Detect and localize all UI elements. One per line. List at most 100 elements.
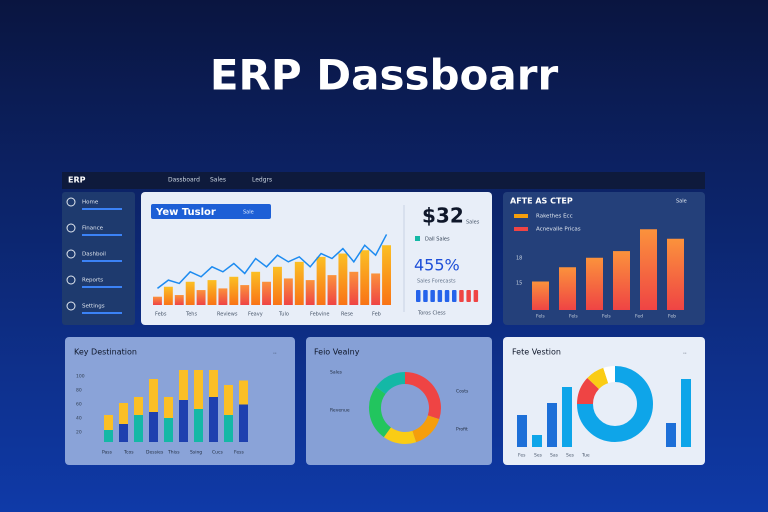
page-title: ERP Dassboarr [210, 51, 559, 100]
nav-item[interactable]: Dassboard [168, 177, 200, 184]
donut-segment [587, 367, 609, 390]
bar [382, 245, 391, 305]
x-label: Pass [102, 450, 113, 456]
x-label: Ses [534, 453, 543, 459]
bar [338, 253, 348, 305]
bar-segment [164, 397, 173, 418]
bar-segment [209, 370, 218, 397]
x-label: Tulo [278, 312, 289, 318]
bar [666, 423, 676, 447]
mini-bar [444, 290, 450, 302]
mini-bar [466, 290, 471, 302]
bar-segment [239, 404, 248, 442]
variety-panel [306, 337, 492, 465]
donut-segment [577, 366, 653, 442]
bar [532, 281, 549, 310]
bar [283, 278, 293, 305]
bar-segment [194, 409, 203, 442]
bar [613, 251, 630, 310]
panel-title: Fete Vestion [512, 348, 561, 357]
y-label: 18 [516, 256, 522, 262]
bar [562, 387, 572, 447]
donut-segment [577, 377, 600, 405]
bar-segment [194, 370, 203, 409]
x-label: Feavy [248, 312, 263, 318]
panel-button[interactable] [151, 204, 271, 219]
panel-menu[interactable]: .. [273, 349, 277, 356]
footer-note: Toros Cless [417, 311, 446, 317]
donut-segment [375, 372, 406, 395]
sidebar-icon [66, 223, 76, 233]
nav-item[interactable]: Sales [210, 177, 226, 184]
x-label: Fes [518, 453, 526, 459]
donut-label: Costs [456, 389, 469, 395]
bar [327, 275, 337, 305]
bar [174, 295, 184, 305]
bar [262, 281, 271, 305]
y-label: 15 [516, 281, 522, 287]
mini-bar [452, 290, 457, 302]
bar-segment [179, 370, 188, 400]
x-label: Fels [602, 314, 611, 320]
bar [196, 290, 206, 305]
x-label: Rese [341, 312, 353, 318]
x-label: Fess [234, 450, 244, 456]
x-label: Thiss [167, 450, 180, 456]
bar-segment [134, 415, 143, 442]
bar [185, 281, 195, 305]
x-label: Febs [155, 312, 167, 318]
legend-label: Rakethes Ecc [536, 214, 573, 220]
bar [640, 229, 657, 310]
sidebar-bar [82, 260, 122, 262]
donut-segment [404, 372, 441, 420]
bar-segment [224, 385, 233, 415]
sidebar-item[interactable]: Finance [82, 226, 104, 232]
mini-bar [473, 290, 479, 302]
x-label: Tcos [123, 450, 134, 456]
x-label: Dessies [146, 450, 164, 456]
nav-item[interactable]: Ledgrs [252, 177, 272, 184]
bar-segment [104, 430, 113, 442]
y-label: 40 [76, 416, 82, 422]
bar [251, 271, 261, 305]
top-bar [62, 172, 705, 189]
trend-line [157, 234, 388, 289]
x-label: Reviews [217, 312, 238, 318]
x-label: Cucs [212, 450, 223, 456]
legend-swatch [415, 236, 420, 241]
legend-swatch [514, 227, 528, 231]
x-label: Febvine [310, 312, 329, 318]
y-label: 100 [76, 374, 85, 380]
bar-segment [224, 415, 233, 442]
bar [153, 296, 162, 305]
x-label: Tue [581, 453, 590, 459]
bar-segment [209, 397, 218, 442]
sidebar-icon [66, 249, 76, 259]
sidebar-item[interactable]: Home [82, 200, 99, 206]
bar-segment [104, 415, 113, 430]
mini-bar [459, 290, 464, 302]
donut-segment [412, 415, 440, 443]
panel-menu[interactable]: Sale [676, 199, 687, 205]
sidebar-item[interactable]: Settings [82, 304, 105, 310]
bar [559, 267, 576, 310]
mini-bar [423, 290, 428, 302]
sidebar-item[interactable]: Reports [82, 278, 103, 284]
x-label: Fels [536, 314, 545, 320]
sidebar-bar [82, 234, 122, 236]
panel-menu[interactable]: .. [683, 349, 687, 356]
x-label: Fels [569, 314, 578, 320]
y-label: 80 [76, 388, 82, 394]
sidebar [62, 192, 135, 325]
bar [517, 415, 527, 447]
mini-bar [437, 290, 443, 302]
x-label: Sas [550, 453, 559, 459]
sidebar-item[interactable]: Dashboil [82, 252, 106, 258]
stat-value: $32 [422, 204, 464, 228]
bar-segment [164, 418, 173, 442]
bar-segment [134, 397, 143, 415]
donut-segment [383, 427, 417, 444]
bar-segment [119, 403, 128, 424]
x-label: Feb [668, 314, 676, 320]
